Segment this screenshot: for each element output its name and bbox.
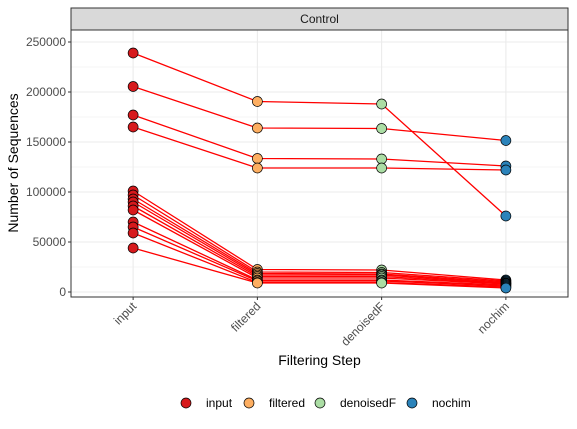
x-tick-label: denoisedF — [338, 299, 388, 349]
data-point-filtered — [252, 277, 263, 289]
sample-line — [132, 114, 506, 167]
data-point-input — [127, 242, 139, 254]
legend-key-denoisedF — [314, 397, 326, 409]
data-point-denoisedF — [376, 123, 387, 134]
data-point-filtered — [252, 122, 263, 134]
y-axis: 0 50000 100000 150000 200000 250000 — [26, 35, 71, 299]
legend-label-input: input — [206, 396, 233, 410]
data-point-input — [127, 81, 139, 92]
legend-key-filtered — [243, 397, 255, 409]
data-point-nochim — [500, 135, 512, 146]
data-points — [127, 47, 512, 294]
data-point-denoisedF — [376, 153, 387, 165]
sample-line — [132, 247, 506, 289]
sample-line — [132, 201, 506, 284]
data-point-input — [127, 204, 139, 216]
y-tick-label: 100000 — [26, 185, 66, 199]
data-point-denoisedF — [376, 162, 387, 174]
legend-label-denoisedF: denoisedF — [340, 396, 396, 410]
sample-line — [132, 226, 506, 287]
data-point-nochim — [500, 210, 512, 222]
sample-line — [132, 85, 506, 142]
data-point-denoisedF — [376, 277, 387, 289]
legend-key-input — [180, 397, 192, 409]
sample-line — [132, 221, 506, 286]
y-tick-label: 0 — [59, 285, 66, 299]
data-point-nochim — [500, 282, 512, 294]
sample-line — [132, 205, 506, 285]
x-tick-label: nochim — [475, 299, 512, 336]
legend-label-filtered: filtered — [269, 396, 305, 410]
y-tick-label: 250000 — [26, 35, 66, 49]
sample-lines — [132, 52, 507, 289]
y-axis-title: Number of Sequences — [5, 93, 21, 232]
sample-line — [132, 126, 506, 171]
sample-line — [132, 194, 506, 282]
sample-line — [132, 198, 506, 283]
sample-line — [132, 190, 506, 281]
legend: input filtered denoisedF nochim — [180, 396, 471, 410]
sample-line — [132, 52, 507, 217]
data-point-filtered — [252, 153, 263, 164]
data-point-input — [127, 47, 139, 59]
panel-background — [71, 30, 568, 297]
y-tick-label: 200000 — [26, 85, 66, 99]
data-point-filtered — [252, 96, 263, 107]
panel-border — [70, 29, 569, 298]
x-tick-label: input — [111, 299, 140, 328]
data-point-filtered — [252, 162, 263, 174]
x-axis: input filtered denoisedF nochim — [111, 297, 512, 349]
sample-line — [132, 209, 506, 285]
x-tick-label: filtered — [228, 299, 263, 334]
data-point-input — [127, 109, 139, 121]
x-axis-title: Filtering Step — [278, 352, 361, 368]
legend-label-nochim: nochim — [432, 396, 471, 410]
y-tick-label: 150000 — [26, 135, 66, 149]
data-point-input — [127, 121, 139, 133]
legend-key-nochim — [406, 397, 418, 409]
strip-label: Control — [300, 12, 339, 26]
data-point-nochim — [500, 164, 512, 176]
data-point-input — [127, 227, 139, 239]
y-tick-label: 50000 — [33, 235, 67, 249]
data-point-denoisedF — [376, 98, 387, 110]
